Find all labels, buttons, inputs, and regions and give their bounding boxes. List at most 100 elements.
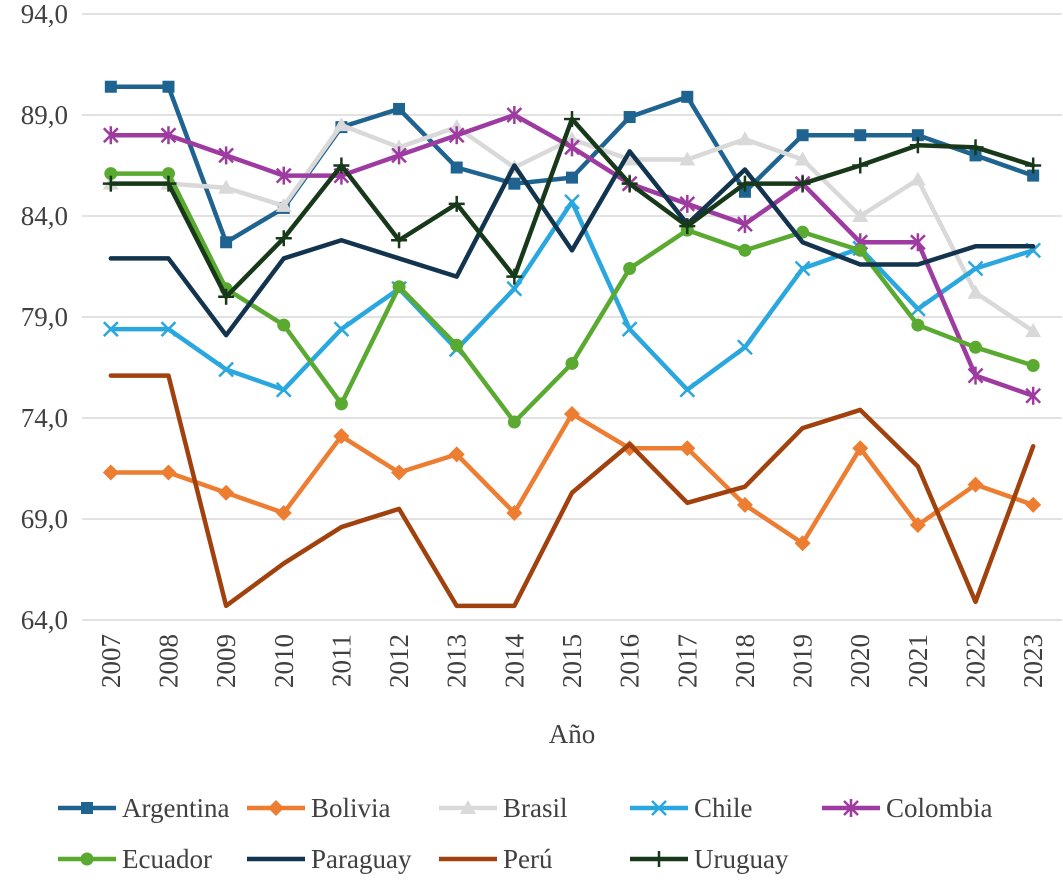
data-point	[909, 233, 926, 252]
data-point	[80, 852, 94, 866]
x-tick-label: 2018	[730, 634, 760, 688]
data-point	[160, 464, 177, 481]
x-tick-label: 2014	[499, 634, 529, 689]
legend-item-argentina: Argentina	[58, 793, 229, 823]
data-point	[564, 111, 580, 128]
data-point	[275, 230, 292, 247]
x-axis-title: Año	[549, 719, 596, 749]
legend-label: Ecuador	[122, 844, 212, 874]
y-tick-label: 69,0	[21, 504, 68, 534]
data-point	[737, 339, 753, 356]
data-point	[218, 146, 235, 165]
data-point	[623, 111, 636, 124]
data-point	[852, 440, 869, 457]
data-point	[969, 340, 983, 354]
data-point	[277, 318, 291, 332]
series-argentina	[104, 80, 1040, 249]
data-point	[102, 321, 119, 338]
data-point	[275, 197, 292, 212]
data-point	[508, 177, 521, 190]
series-paraguay	[108, 149, 1036, 338]
legend-label: Colombia	[886, 793, 993, 823]
data-point	[102, 175, 119, 192]
legend-label: Argentina	[122, 793, 229, 823]
data-point	[506, 268, 523, 285]
data-point	[448, 126, 465, 145]
data-point	[621, 440, 638, 457]
legend-item-peru: Perú	[439, 844, 553, 874]
data-point	[679, 194, 696, 213]
data-point	[333, 117, 350, 132]
x-tick-label: 2007	[96, 634, 126, 688]
data-point	[565, 356, 579, 370]
data-point	[391, 232, 408, 249]
data-point	[794, 175, 811, 192]
x-tick-label: 2009	[211, 634, 241, 688]
data-point	[621, 175, 638, 192]
series-line	[108, 373, 1036, 609]
series-uruguay	[102, 111, 1042, 305]
data-point	[967, 139, 984, 156]
data-point	[333, 157, 350, 174]
data-point	[794, 260, 811, 277]
x-tick-label: 2015	[557, 634, 587, 688]
legend-item-bolivia: Bolivia	[247, 793, 391, 823]
series-peru	[108, 373, 1036, 609]
data-point	[967, 284, 984, 299]
legend-item-uruguay: Uruguay	[630, 844, 789, 874]
data-point	[967, 476, 984, 493]
data-point	[738, 185, 751, 198]
data-point	[909, 171, 926, 186]
data-point	[911, 318, 925, 332]
data-point	[852, 208, 869, 222]
data-point	[909, 517, 926, 534]
data-point	[1027, 169, 1040, 182]
data-point	[162, 80, 175, 93]
x-tick-label: 2020	[845, 634, 875, 688]
x-tick-label: 2021	[903, 634, 933, 688]
y-tick-label: 64,0	[21, 605, 68, 635]
data-point	[160, 126, 177, 145]
data-point	[393, 102, 406, 115]
legend: Argentina Bolivia Brasil Chile Colombia Ecuad…	[58, 793, 993, 874]
data-point	[333, 321, 350, 338]
data-point	[275, 166, 292, 185]
data-point	[794, 535, 811, 552]
legend-label: Perú	[503, 844, 553, 874]
data-point	[564, 138, 580, 157]
data-point	[507, 415, 521, 429]
data-point	[275, 504, 292, 521]
data-point	[852, 157, 869, 174]
data-point	[679, 440, 696, 457]
data-point	[679, 218, 696, 235]
data-point	[623, 262, 637, 276]
data-point	[796, 129, 809, 142]
data-point	[506, 504, 523, 521]
y-tick-label: 94,0	[21, 0, 68, 29]
x-tick-label: 2012	[384, 634, 414, 688]
x-tick-label: 2017	[672, 634, 702, 688]
x-axis-ticks: 2007 2008 2009 2010 2011 2012 2013 2014 2015 2016…	[96, 634, 1048, 689]
data-point	[104, 167, 118, 181]
data-point	[104, 80, 117, 93]
y-tick-label: 84,0	[21, 201, 68, 231]
data-point	[391, 146, 407, 165]
data-point	[391, 464, 408, 481]
y-tick-label: 89,0	[21, 100, 68, 130]
data-point	[160, 175, 177, 192]
data-point	[564, 193, 580, 210]
data-point	[218, 361, 235, 378]
data-point	[679, 151, 696, 166]
data-point	[794, 151, 811, 166]
data-point	[102, 464, 119, 481]
data-point	[506, 106, 523, 124]
data-point	[448, 446, 465, 463]
data-point	[218, 484, 235, 501]
legend-label: Chile	[694, 793, 753, 823]
data-point	[736, 131, 753, 146]
data-point	[911, 129, 924, 142]
data-point	[448, 195, 465, 212]
data-point	[843, 799, 859, 817]
